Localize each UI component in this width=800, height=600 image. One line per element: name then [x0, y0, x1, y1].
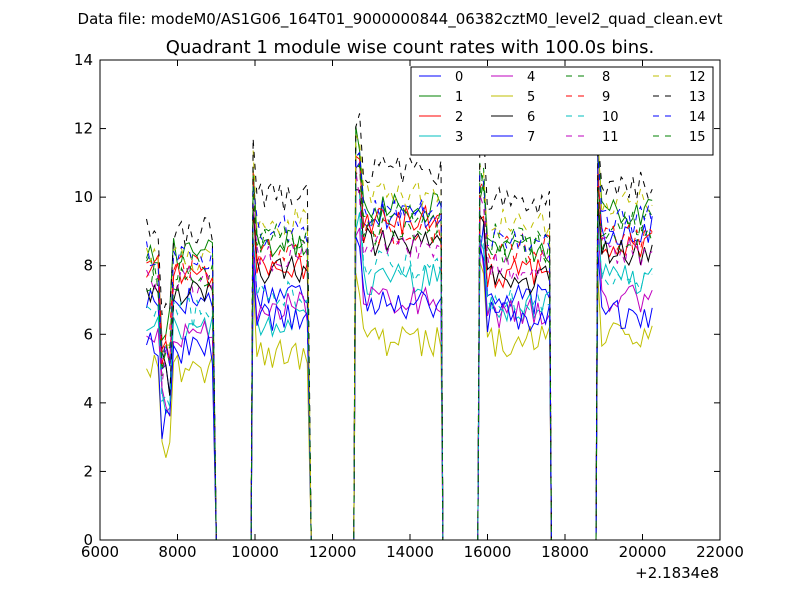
y-tick-label: 4 — [83, 394, 93, 412]
x-offset-label: +2.1834e8 — [635, 564, 719, 582]
series-line-8 — [146, 146, 653, 540]
axis-ticks: 6000 8000 10000 12000 14000 16000 18000 20000 22… — [74, 51, 744, 561]
series-line-10 — [146, 193, 653, 540]
legend-label-2: 2 — [455, 110, 463, 125]
y-tick-label: 14 — [74, 51, 93, 69]
legend-label-3: 3 — [455, 130, 463, 145]
x-tick-label: 8000 — [158, 543, 196, 561]
series-layer — [146, 113, 653, 540]
legend-box — [410, 66, 714, 156]
series-line-15 — [146, 163, 653, 540]
legend-label-13: 13 — [689, 90, 706, 105]
y-tick-label: 12 — [74, 120, 93, 138]
legend-label-0: 0 — [455, 70, 463, 85]
y-tick-label: 2 — [83, 462, 93, 480]
x-tick-label: 12000 — [309, 543, 357, 561]
x-tick-label: 20000 — [619, 543, 667, 561]
legend-label-6: 6 — [527, 110, 535, 125]
x-tick-label: 14000 — [386, 543, 434, 561]
x-tick-label: 6000 — [81, 543, 119, 561]
legend-label-15: 15 — [689, 130, 706, 145]
chart-title: Quadrant 1 module wise count rates with … — [166, 37, 655, 58]
chart-suptitle: Data file: modeM0/AS1G06_164T01_90000008… — [78, 10, 723, 29]
series-line-14 — [146, 151, 653, 540]
legend-label-8: 8 — [602, 70, 610, 85]
legend-label-14: 14 — [689, 110, 706, 125]
legend-label-5: 5 — [527, 90, 535, 105]
y-tick-label: 10 — [74, 188, 93, 206]
legend-label-12: 12 — [689, 70, 706, 85]
series-line-13 — [146, 113, 653, 540]
legend-label-10: 10 — [602, 110, 619, 125]
x-tick-label: 18000 — [541, 543, 589, 561]
x-tick-label: 10000 — [231, 543, 279, 561]
x-tick-label: 16000 — [464, 543, 512, 561]
legend-label-7: 7 — [527, 130, 535, 145]
legend-label-11: 11 — [602, 130, 619, 145]
legend-label-1: 1 — [455, 90, 463, 105]
x-tick-label: 22000 — [696, 543, 744, 561]
y-tick-label: 0 — [83, 531, 93, 549]
y-tick-label: 6 — [83, 325, 93, 343]
y-tick-label: 8 — [83, 257, 93, 275]
legend-label-9: 9 — [602, 90, 610, 105]
legend-label-4: 4 — [527, 70, 535, 85]
